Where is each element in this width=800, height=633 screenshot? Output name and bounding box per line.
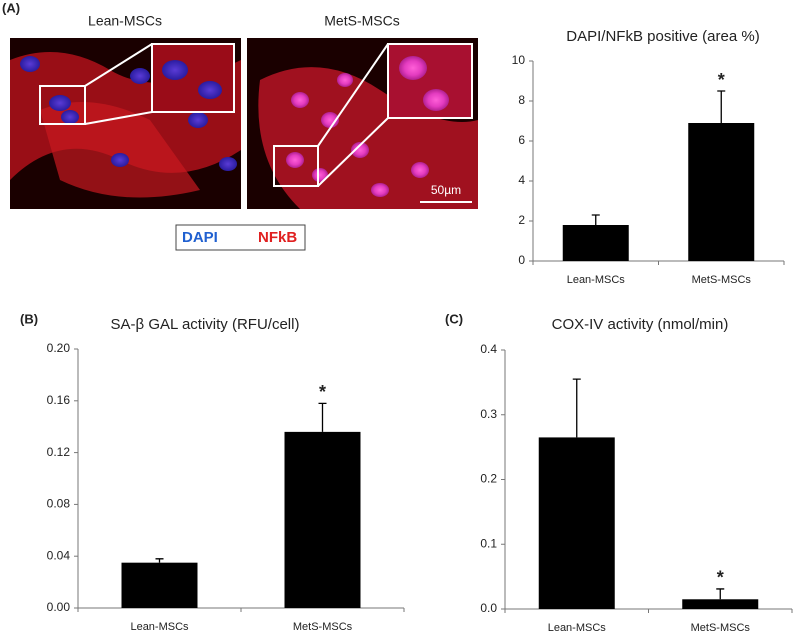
y-tick-label: 0.0 [480, 601, 497, 615]
bar [538, 437, 615, 609]
y-tick-label: 0.4 [480, 342, 497, 356]
significance-marker: * [319, 382, 326, 402]
y-tick-label: 0.20 [47, 341, 71, 355]
micrograph-lean [10, 38, 241, 209]
x-tick-label: MetS-MSCs [293, 621, 353, 633]
y-tick-label: 4 [518, 173, 525, 187]
y-tick-label: 0.3 [480, 407, 497, 421]
y-tick-label: 10 [512, 53, 526, 67]
chart-title: COX-IV activity (nmol/min) [552, 316, 729, 333]
y-tick-label: 0.04 [47, 548, 71, 562]
y-tick-label: 0.12 [47, 445, 71, 459]
x-tick-label: Lean-MSCs [548, 622, 607, 633]
error-bar [591, 214, 600, 225]
image-label: MetS-MSCs [324, 13, 399, 29]
bar [682, 599, 759, 609]
error-bar [155, 558, 164, 563]
y-tick-label: 2 [518, 213, 525, 227]
image-label: Lean-MSCs [88, 13, 162, 29]
y-tick-label: 0.1 [480, 536, 497, 550]
x-tick-label: Lean-MSCs [567, 274, 626, 286]
y-tick-label: 8 [518, 93, 525, 107]
error-bar [717, 90, 726, 123]
y-tick-label: 0.00 [47, 600, 71, 614]
panel-label: (C) [445, 311, 463, 326]
x-tick-label: MetS-MSCs [692, 274, 752, 286]
error-bar [572, 378, 581, 438]
bar [121, 562, 198, 608]
significance-marker: * [717, 568, 724, 588]
y-tick-label: 0.2 [480, 472, 497, 486]
significance-marker: * [718, 70, 725, 90]
y-tick-label: 0.16 [47, 393, 71, 407]
legend-dapi: DAPI [182, 229, 218, 246]
bar [688, 123, 755, 261]
chart-title: SA-β GAL activity (RFU/cell) [111, 316, 300, 333]
scale-bar-label: 50µm [431, 183, 461, 197]
legend-nfkb: NFkB [258, 229, 297, 246]
x-tick-label: Lean-MSCs [130, 621, 189, 633]
panel-label: (A) [2, 0, 20, 15]
chart-title: DAPI/NFkB positive (area %) [566, 28, 759, 45]
error-bar [716, 588, 725, 600]
error-bar [318, 402, 327, 432]
y-tick-label: 0.08 [47, 497, 71, 511]
legend: DAPI NFkB [175, 224, 306, 251]
y-tick-label: 6 [518, 133, 525, 147]
bar [284, 431, 361, 608]
panel-label: (B) [20, 311, 38, 326]
bar [562, 225, 629, 261]
y-tick-label: 0 [518, 253, 525, 267]
micrograph-mets: 50µm [247, 38, 478, 209]
x-tick-label: MetS-MSCs [691, 622, 751, 633]
